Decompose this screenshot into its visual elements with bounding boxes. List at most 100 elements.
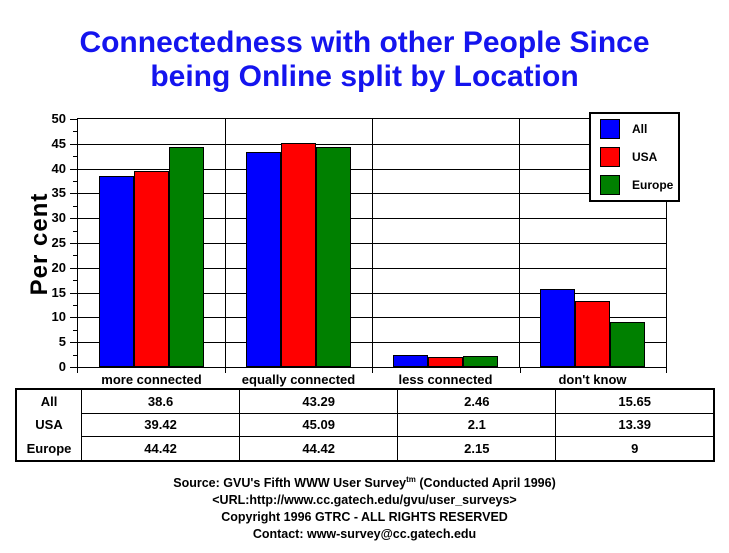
y-major-tick — [70, 119, 77, 120]
table-row-europe: Europe 44.42 44.42 2.15 9 — [16, 436, 715, 462]
source-line: Source: GVU's Fifth WWW User Surveytm (C… — [0, 471, 729, 492]
y-major-tick — [70, 144, 77, 145]
y-major-tick — [70, 317, 77, 318]
table-cell: 43.29 — [239, 388, 399, 414]
y-major-tick — [70, 268, 77, 269]
x-boundary-tick — [372, 368, 373, 373]
y-major-tick — [70, 218, 77, 219]
bar-all — [99, 176, 134, 367]
table-cell: 38.6 — [80, 388, 241, 414]
y-tick-label: 45 — [51, 136, 66, 151]
bar-europe — [169, 147, 204, 367]
y-major-tick — [70, 243, 77, 244]
x-category-label: equally connected — [241, 372, 356, 387]
y-major-tick — [70, 342, 77, 343]
table-cell: 9 — [555, 436, 715, 462]
table-cell: 2.46 — [397, 388, 557, 414]
x-category-label: don't know — [558, 372, 627, 387]
y-minor-tick — [73, 156, 77, 157]
bar-all — [246, 152, 281, 367]
y-minor-tick — [73, 330, 77, 331]
x-axis-labels: more connected equally connected less conn… — [78, 372, 666, 388]
copyright-line: Copyright 1996 GTRC - ALL RIGHTS RESERVE… — [221, 510, 508, 525]
gridline-vertical — [225, 119, 226, 367]
y-tick-label: 35 — [51, 185, 66, 200]
source-text: Source: GVU's Fifth WWW User Survey — [173, 476, 407, 491]
y-tick-label: 20 — [51, 260, 66, 275]
bar-all — [540, 289, 575, 367]
x-category-label: more connected — [101, 372, 202, 387]
y-minor-tick — [73, 255, 77, 256]
y-major-tick — [70, 169, 77, 170]
bar-europe — [316, 147, 351, 367]
row-header-europe: Europe — [16, 436, 82, 461]
y-tick-label: 30 — [51, 210, 66, 225]
table-cell: 39.42 — [80, 412, 241, 438]
y-minor-tick — [73, 206, 77, 207]
y-minor-tick — [73, 131, 77, 132]
y-tick-label: 10 — [51, 309, 66, 324]
bar-usa — [134, 171, 169, 367]
legend-color-swatch — [600, 175, 620, 195]
legend-item: USA — [591, 143, 678, 171]
y-minor-tick — [73, 181, 77, 182]
x-category-label: less connected — [398, 372, 493, 387]
contact-line: Contact: www-survey@cc.gatech.edu — [252, 527, 477, 542]
table-cell: 44.42 — [80, 436, 241, 462]
table-cell: 13.39 — [555, 412, 715, 438]
x-boundary-tick — [77, 368, 78, 373]
data-table: All 38.6 43.29 2.46 15.65 USA 39.42 45.0… — [15, 388, 715, 462]
bar-usa — [281, 143, 316, 367]
y-axis: 0 5 10 15 20 25 30 35 40 45 50 — [0, 112, 77, 374]
x-boundary-tick — [666, 368, 667, 373]
row-header-usa: USA — [16, 413, 82, 437]
table-cell: 2.1 — [397, 412, 557, 438]
y-tick-label: 5 — [58, 334, 66, 349]
chart-title-line1: Connectedness with other People Since — [79, 26, 650, 59]
table-cell: 45.09 — [239, 412, 399, 438]
legend-item-label: USA — [632, 150, 658, 164]
bar-all — [393, 355, 428, 367]
y-tick-label: 50 — [51, 111, 66, 126]
legend-item: All — [591, 115, 678, 143]
y-major-tick — [70, 193, 77, 194]
table-cell: 2.15 — [397, 436, 557, 462]
legend-item-label: All — [632, 122, 648, 136]
y-major-tick — [70, 293, 77, 294]
y-minor-tick — [73, 280, 77, 281]
x-boundary-tick — [225, 368, 226, 373]
y-minor-tick — [73, 231, 77, 232]
y-tick-label: 40 — [51, 161, 66, 176]
gridline-vertical — [519, 119, 520, 367]
y-tick-label: 15 — [51, 285, 66, 300]
bar-usa — [428, 357, 463, 367]
bar-usa — [575, 301, 610, 367]
table-cell: 44.42 — [239, 436, 399, 462]
row-header-all: All — [16, 389, 82, 414]
legend-color-swatch — [600, 119, 620, 139]
x-axis-ticks — [77, 368, 667, 374]
tm-superscript: tm — [406, 475, 416, 484]
legend-color-swatch — [600, 147, 620, 167]
y-minor-tick — [73, 355, 77, 356]
source-date-text: (Conducted April 1996) — [415, 476, 556, 491]
legend: All USA Europe — [589, 112, 680, 202]
bar-europe — [610, 322, 645, 367]
table-row-usa: USA 39.42 45.09 2.1 13.39 — [16, 412, 715, 438]
legend-item: Europe — [591, 171, 678, 199]
y-minor-tick — [73, 305, 77, 306]
y-tick-label: 0 — [58, 359, 66, 374]
x-boundary-tick — [520, 368, 521, 373]
gridline-vertical — [372, 119, 373, 367]
chart-title-line2: being Online split by Location — [150, 60, 579, 93]
footer: Source: GVU's Fifth WWW User Surveytm (C… — [0, 471, 729, 543]
plot-area — [77, 118, 667, 368]
url-line: <URL:http://www.cc.gatech.edu/gvu/user_s… — [212, 493, 517, 508]
y-tick-label: 25 — [51, 235, 66, 250]
chart-title: Connectedness with other People Since be… — [0, 26, 729, 94]
legend-item-label: Europe — [632, 178, 674, 192]
table-row-all: All 38.6 43.29 2.46 15.65 — [16, 388, 715, 414]
bar-europe — [463, 356, 498, 367]
y-major-tick — [70, 367, 77, 368]
